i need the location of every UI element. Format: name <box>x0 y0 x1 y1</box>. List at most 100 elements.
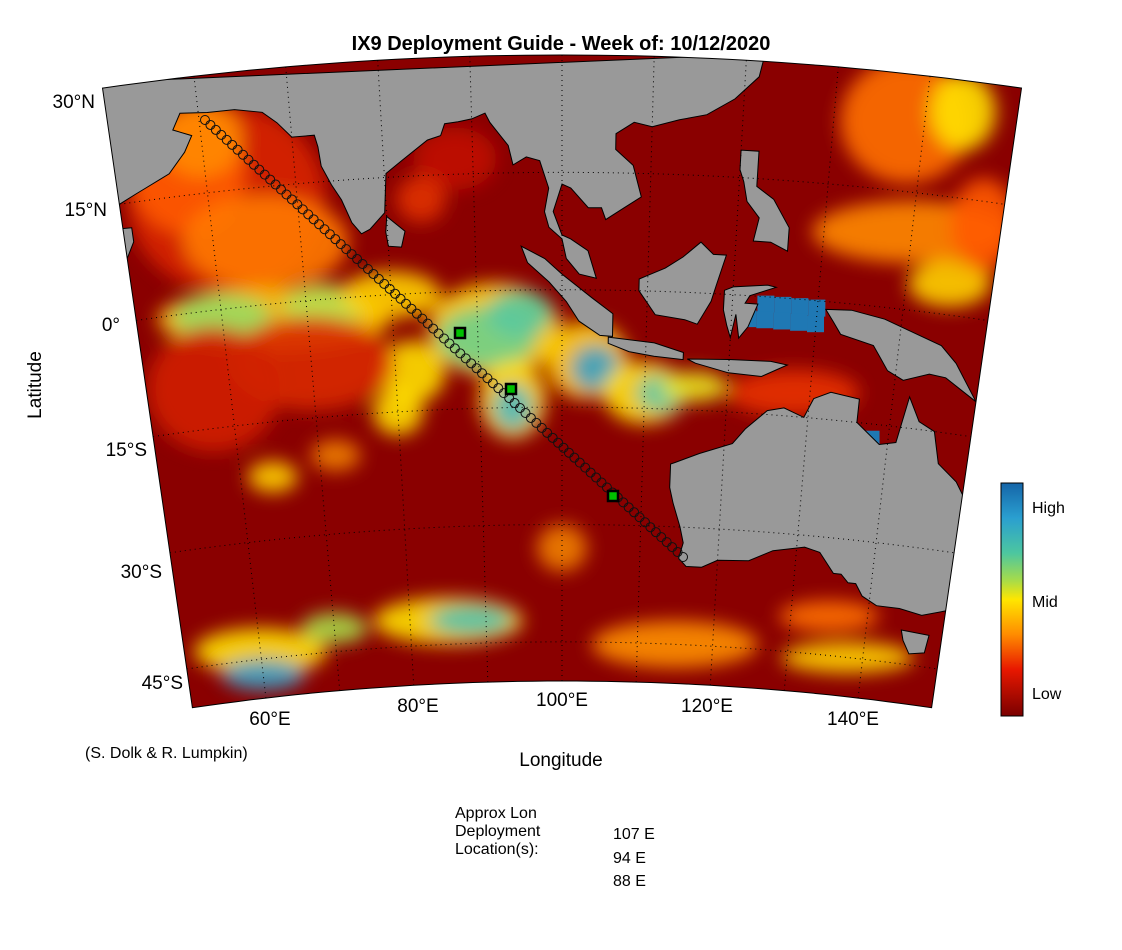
track-point <box>531 417 542 428</box>
land <box>739 149 790 253</box>
track-point <box>297 204 308 215</box>
land <box>722 284 779 340</box>
land <box>102 227 135 358</box>
track-point <box>471 363 482 374</box>
deployment-location: 107 E <box>613 826 655 843</box>
track-point <box>460 353 471 364</box>
latitude-label: 15°S <box>106 440 147 461</box>
track-point <box>243 154 254 165</box>
latitude-label: 45°S <box>142 673 183 694</box>
colorbar-label: High <box>1032 500 1065 517</box>
credit: (S. Dolk & R. Lumpkin) <box>85 745 248 762</box>
track-point <box>216 129 227 140</box>
latitude-label: 0° <box>102 315 120 336</box>
heat-cell <box>807 315 825 333</box>
track-point <box>466 358 477 369</box>
longitude-label: 140°E <box>827 709 879 730</box>
heat-layer <box>126 58 1017 691</box>
track-point <box>634 512 645 523</box>
heat-patch <box>907 260 991 307</box>
heat-patch <box>661 371 728 403</box>
track-point <box>346 249 357 260</box>
longitude-label: 60°E <box>249 709 290 730</box>
track-point <box>569 452 580 463</box>
track-point <box>417 313 428 324</box>
track-point <box>650 527 661 538</box>
colorbar-label: Mid <box>1032 594 1058 611</box>
track-point <box>536 422 547 433</box>
land <box>638 241 728 325</box>
track-point <box>596 477 607 488</box>
track-point <box>433 328 444 339</box>
track-point <box>672 547 683 558</box>
track-point <box>373 273 384 284</box>
heat-patch <box>379 340 446 404</box>
map-area <box>102 55 1022 708</box>
track-point <box>357 259 368 270</box>
deployment-marker <box>606 489 620 503</box>
track-point <box>259 169 270 180</box>
heat-patch <box>929 72 996 151</box>
track-point <box>553 437 564 448</box>
track-point <box>265 174 276 185</box>
track-point <box>563 447 574 458</box>
track-point <box>319 224 330 235</box>
track-point <box>200 115 210 125</box>
deployment-heading: Approx Lon <box>455 805 537 822</box>
latitude-label: 30°N <box>53 92 95 113</box>
track-point <box>444 338 455 349</box>
track-point <box>487 378 498 389</box>
track-point <box>362 263 373 274</box>
track-point <box>281 189 292 200</box>
deployment-location: 88 E <box>613 873 646 890</box>
deployment-heading: Location(s): <box>455 841 539 858</box>
track-point <box>580 462 591 473</box>
track-point <box>623 502 634 513</box>
heat-patch <box>310 439 361 471</box>
track-point <box>352 254 363 265</box>
track-point <box>411 308 422 319</box>
track-point <box>330 234 341 245</box>
heat-patch <box>301 612 368 644</box>
colorbar-label: Low <box>1032 686 1062 703</box>
map-title: IX9 Deployment Guide - Week of: 10/12/20… <box>352 33 771 55</box>
track-point <box>303 209 314 220</box>
land <box>520 245 614 337</box>
latitude-label: 30°S <box>121 562 162 583</box>
deployment-marker <box>504 382 518 396</box>
track-point <box>493 383 504 394</box>
heat-patch <box>781 641 915 674</box>
heat-patch <box>182 194 349 289</box>
heat-cell <box>790 313 808 331</box>
heat-patch <box>373 388 423 436</box>
track-point <box>455 348 466 359</box>
heat-cell <box>773 312 791 330</box>
latitude-label: 15°N <box>65 200 107 221</box>
heat-patch <box>413 127 497 190</box>
track-point <box>439 333 449 344</box>
track-point <box>629 507 640 518</box>
longitude-label: 80°E <box>397 696 438 717</box>
track-point <box>661 537 672 548</box>
track-point <box>384 283 395 294</box>
track-point <box>591 472 602 483</box>
heat-patch <box>341 271 441 319</box>
parallel <box>119 171 1005 205</box>
track-point <box>547 432 558 443</box>
track-point <box>205 119 216 130</box>
land <box>607 336 684 361</box>
track-point <box>314 219 325 230</box>
track-point <box>645 522 656 533</box>
deployment-location: 94 E <box>613 850 646 867</box>
track-point <box>286 194 297 205</box>
heat-cell <box>756 311 774 329</box>
map-frame <box>101 54 1023 709</box>
track-point <box>428 323 439 334</box>
track-point <box>515 403 526 414</box>
heat-patch <box>486 290 553 337</box>
heat-cell <box>808 299 826 317</box>
heat-patch <box>591 620 758 668</box>
track-point <box>422 318 433 329</box>
